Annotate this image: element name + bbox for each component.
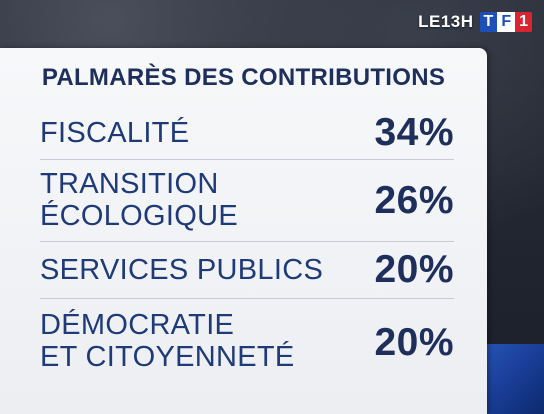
contribution-row-fiscalite: FISCALITÉ 34% xyxy=(40,113,454,153)
program-name: LE13H xyxy=(418,12,474,31)
contribution-value: 20% xyxy=(374,248,454,291)
tf1-logo-letter-f: F xyxy=(497,12,516,32)
contribution-label: SERVICES PUBLICS xyxy=(40,254,324,286)
row-divider xyxy=(40,159,454,160)
contribution-row-transition-ecologique: TRANSITION ÉCOLOGIQUE 26% xyxy=(40,168,454,234)
row-divider xyxy=(40,298,454,299)
row-divider xyxy=(40,241,454,242)
channel-logo: LE13H T F 1 xyxy=(418,12,532,32)
tf1-logo-letter-1: 1 xyxy=(515,12,532,32)
contribution-value: 34% xyxy=(374,111,454,154)
contribution-label: DÉMOCRATIE ET CITOYENNETÉ xyxy=(40,309,295,373)
contribution-value: 26% xyxy=(374,179,454,222)
contributions-panel: PALMARÈS DES CONTRIBUTIONS FISCALITÉ 34%… xyxy=(0,48,487,414)
tf1-logo-letter-t: T xyxy=(479,12,498,32)
contribution-row-services-publics: SERVICES PUBLICS 20% xyxy=(40,250,454,290)
contribution-row-democratie-citoyennete: DÉMOCRATIE ET CITOYENNETÉ 20% xyxy=(40,307,454,373)
contribution-label: TRANSITION ÉCOLOGIQUE xyxy=(40,168,238,232)
panel-title: PALMARÈS DES CONTRIBUTIONS xyxy=(41,64,446,91)
contribution-value: 20% xyxy=(374,321,454,364)
contribution-label: FISCALITÉ xyxy=(40,117,190,149)
tf1-logo: T F 1 xyxy=(479,12,532,32)
